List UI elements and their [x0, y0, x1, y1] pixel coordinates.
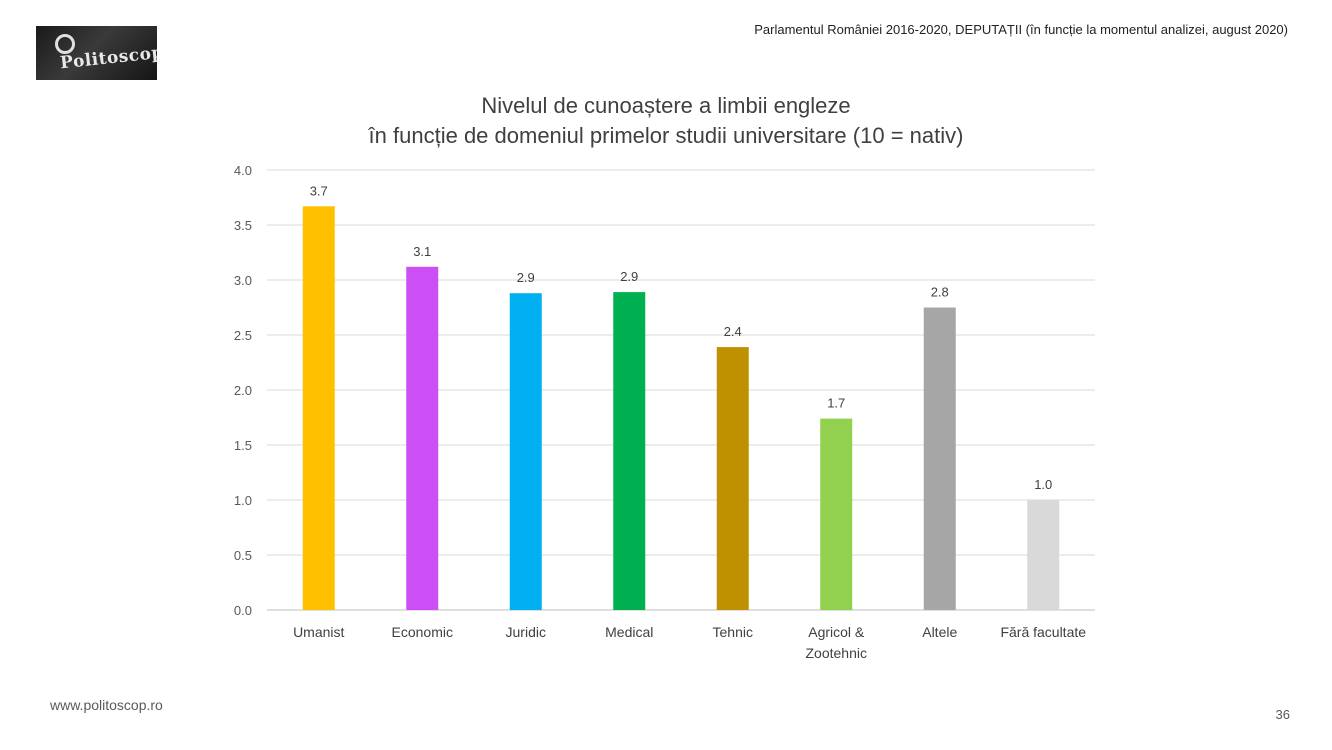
y-tick-label: 0.5 — [234, 548, 252, 563]
x-tick-label: Agricol & — [808, 624, 865, 640]
bar — [302, 206, 335, 611]
data-label: 2.8 — [931, 285, 949, 300]
x-tick-label: Economic — [392, 624, 453, 640]
x-tick-label: Altele — [922, 624, 957, 640]
bar — [820, 418, 853, 610]
bar — [613, 292, 646, 610]
data-label: 3.1 — [413, 244, 431, 259]
chart-title-line-1: Nivelul de cunoaștere a limbii engleze — [481, 93, 851, 118]
x-tick-label: Zootehnic — [806, 645, 867, 661]
x-tick-label: Fără facultate — [1000, 624, 1086, 640]
data-label: 3.7 — [310, 183, 328, 198]
y-tick-label: 4.0 — [234, 163, 252, 178]
y-tick-label: 3.0 — [234, 273, 252, 288]
context-header: Parlamentul României 2016-2020, DEPUTAȚI… — [754, 22, 1288, 37]
y-tick-label: 1.5 — [234, 438, 252, 453]
bar — [406, 266, 439, 610]
bar — [1027, 500, 1060, 610]
politoscop-logo: Politoscop — [36, 26, 157, 80]
x-tick-label: Umanist — [293, 624, 344, 640]
x-tick-label: Juridic — [506, 624, 546, 640]
chart-title-line-2: în funcție de domeniul primelor studii u… — [368, 123, 964, 148]
x-tick-label: Tehnic — [713, 624, 753, 640]
bar — [509, 293, 542, 610]
logo-circle-icon — [55, 34, 75, 54]
data-label: 2.4 — [724, 324, 742, 339]
data-label: 1.0 — [1034, 477, 1052, 492]
x-tick-label: Medical — [605, 624, 653, 640]
data-label: 1.7 — [827, 396, 845, 411]
bar — [716, 347, 749, 610]
data-label: 2.9 — [517, 270, 535, 285]
data-label: 2.9 — [620, 269, 638, 284]
y-tick-label: 0.0 — [234, 603, 252, 618]
bar — [923, 307, 956, 610]
y-tick-label: 3.5 — [234, 218, 252, 233]
y-tick-label: 2.0 — [234, 383, 252, 398]
y-tick-label: 2.5 — [234, 328, 252, 343]
page-number: 36 — [1275, 707, 1290, 722]
y-tick-label: 1.0 — [234, 493, 252, 508]
website-url: www.politoscop.ro — [50, 697, 163, 713]
